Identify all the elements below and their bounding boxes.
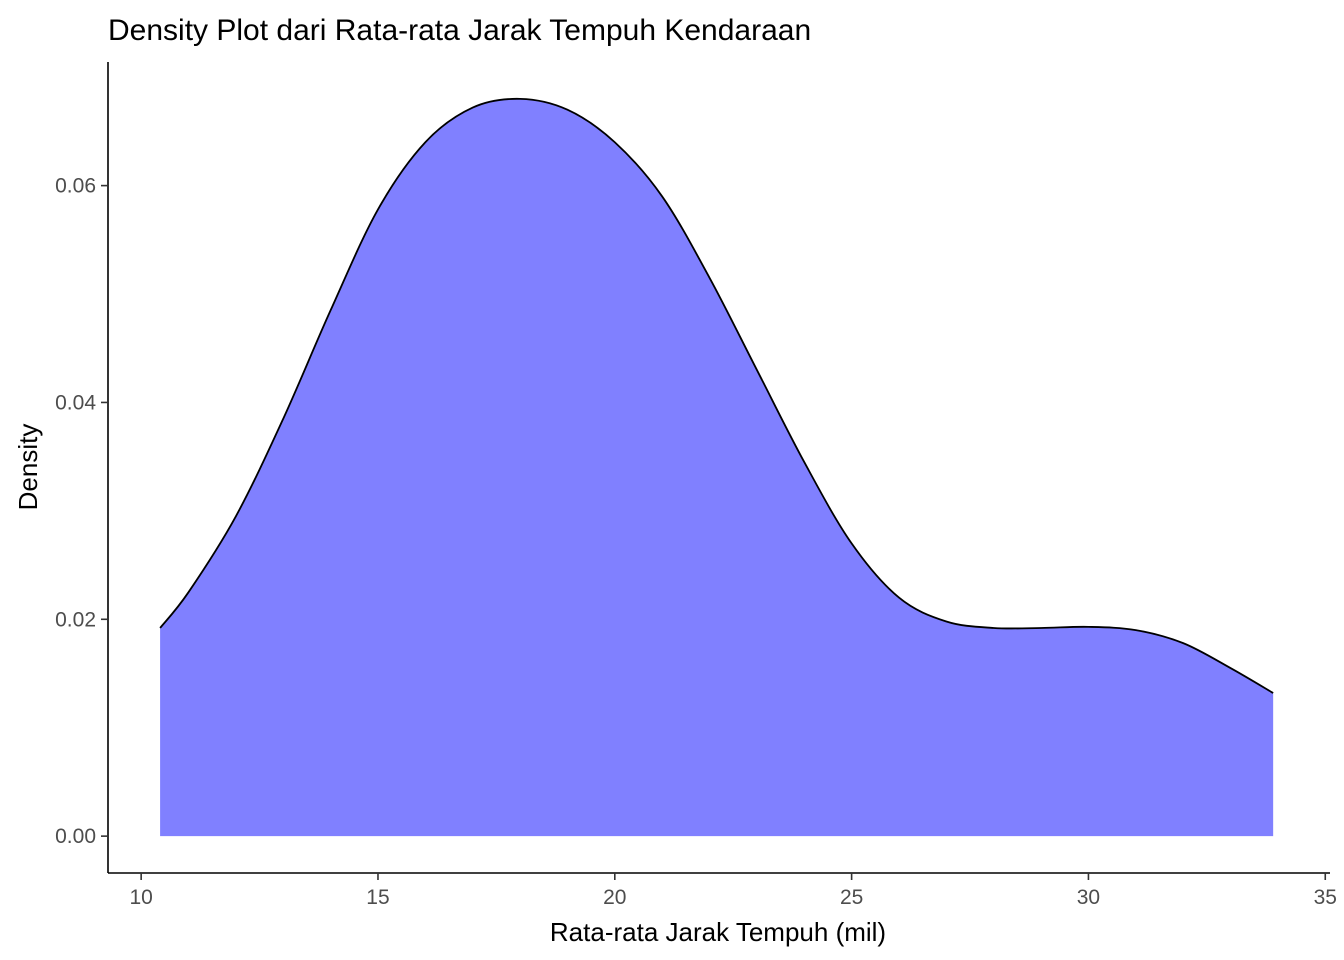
- y-axis-ticks: 0.00 0.02 0.04 0.06: [55, 175, 108, 848]
- x-tick-label: 25: [840, 886, 863, 909]
- x-axis-ticks: 10 15 20 25 30 35: [129, 873, 1337, 909]
- y-tick-label: 0.04: [55, 391, 96, 414]
- x-tick-label: 30: [1077, 886, 1100, 909]
- x-axis-title: Rata-rata Jarak Tempuh (mil): [550, 917, 886, 947]
- x-tick-label: 35: [1314, 886, 1337, 909]
- y-axis-title: Density: [13, 424, 43, 511]
- density-area: [160, 98, 1274, 837]
- y-tick-label: 0.00: [55, 825, 96, 848]
- density-curve: [159, 97, 1274, 694]
- chart-title: Density Plot dari Rata-rata Jarak Tempuh…: [108, 14, 811, 47]
- y-tick-label: 0.02: [55, 608, 96, 631]
- plot-area: [159, 97, 1274, 837]
- x-tick-label: 10: [129, 886, 152, 909]
- x-tick-label: 15: [366, 886, 389, 909]
- x-tick-label: 20: [603, 886, 626, 909]
- y-tick-label: 0.06: [55, 175, 96, 198]
